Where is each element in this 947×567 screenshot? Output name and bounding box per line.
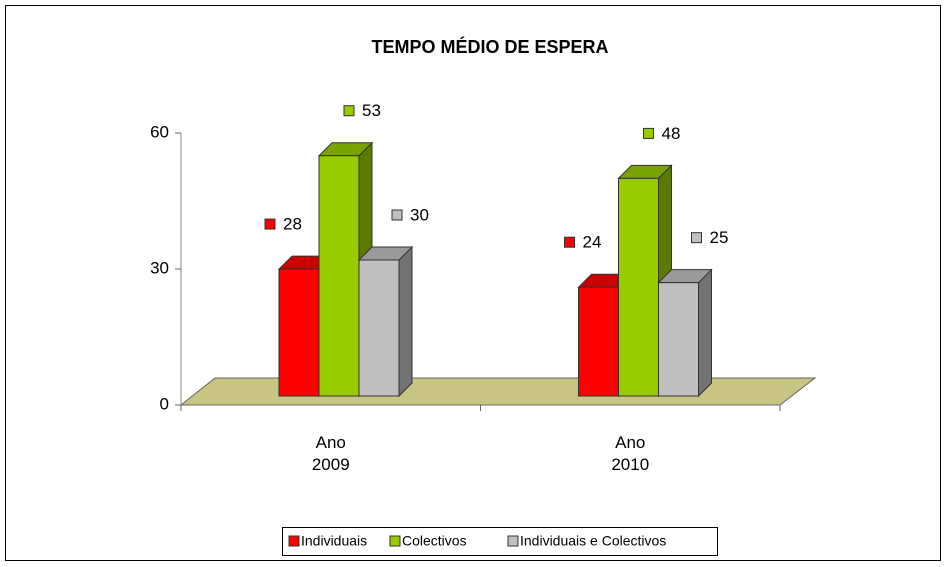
value-label: 53 <box>362 101 381 120</box>
x-tick-label: Ano 2009 <box>311 433 350 474</box>
value-label-key <box>643 127 654 139</box>
bar-face <box>618 177 659 397</box>
legend-label: Individuais e Colectivos <box>520 533 666 549</box>
legend-key <box>389 535 401 547</box>
value-label: 28 <box>283 215 302 234</box>
value-label: 48 <box>662 124 681 143</box>
legend-label: Colectivos <box>402 533 467 549</box>
x-tick-label: Ano 2010 <box>611 433 650 474</box>
value-label-key <box>391 209 403 221</box>
y-tick-label: 0 <box>160 394 169 413</box>
value-label: 25 <box>710 228 729 247</box>
value-label-key <box>343 105 355 117</box>
floor <box>179 377 817 406</box>
bar-face <box>578 286 619 397</box>
value-label: 30 <box>410 205 429 224</box>
bar <box>317 141 374 398</box>
value-label-key <box>264 218 276 230</box>
value-label: 24 <box>583 233 602 252</box>
bar-face <box>318 155 360 397</box>
bar-face <box>358 259 400 397</box>
y-tick-label: 30 <box>150 258 169 277</box>
value-label-key <box>564 236 575 248</box>
bar-face <box>658 282 699 397</box>
bar-face <box>398 245 413 398</box>
value-label-key <box>691 232 702 244</box>
legend-key <box>288 535 300 547</box>
y-tick-label: 60 <box>150 122 169 141</box>
bar-face <box>278 268 320 397</box>
chart-title: TEMPO MÉDIO DE ESPERA <box>371 36 608 57</box>
legend-key <box>507 535 519 547</box>
bar-face <box>698 268 712 398</box>
legend-box <box>282 527 718 556</box>
bar <box>657 268 713 398</box>
bar <box>357 245 414 398</box>
legend-label: Individuais <box>301 533 367 549</box>
frame <box>5 5 941 561</box>
